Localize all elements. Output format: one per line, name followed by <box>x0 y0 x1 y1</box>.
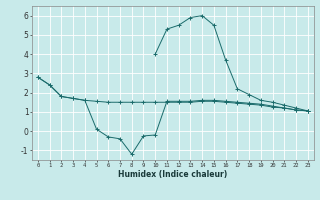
X-axis label: Humidex (Indice chaleur): Humidex (Indice chaleur) <box>118 170 228 179</box>
